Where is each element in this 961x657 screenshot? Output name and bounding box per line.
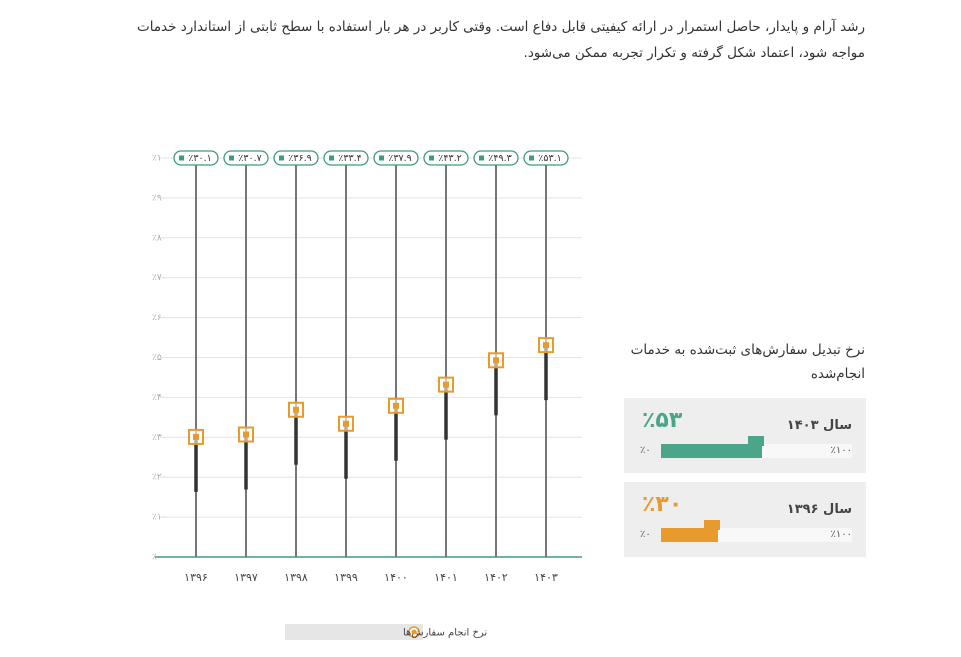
value-label-dot [379,155,384,161]
value-label: ٪۴۹.۳ [488,153,511,164]
legend-label: نرخ انجام سفارش‌ها [403,628,487,639]
card-bar [661,528,719,542]
value-label-dot [529,155,534,161]
value-label: ٪۵۳.۱ [538,153,561,164]
intro-text: رشد آرام و پایدار، حاصل استمرار در ارائه… [137,19,865,61]
value-label: ٪۳۳.۴ [338,153,361,164]
marker-dot [393,402,399,409]
y-tick-label: ٪۶۰ [152,313,167,323]
value-label-box [323,150,369,166]
card-scale-min: ٪۰ [640,445,651,456]
legend-box [285,624,423,640]
card-track [661,436,852,458]
value-label-box [423,150,469,166]
y-tick-label: ٪۷۰ [152,273,167,283]
value-label: ٪۴۳.۲ [438,153,461,164]
value-label-box [473,150,519,166]
marker-dot [543,342,549,349]
y-tick-label: ٪۸۰ [152,233,167,243]
value-label-box [273,150,319,166]
x-tick-label: ۱۳۹۷ [234,571,258,584]
card-track [661,520,852,542]
value-label-box [373,150,419,166]
marker-dot [293,406,299,413]
y-tick-label: ٪۱۰ [152,513,167,523]
card-scale-max: ٪۱۰۰ [830,445,852,456]
value-label-dot [229,155,234,161]
value-label-dot [479,155,484,161]
summary-card: سال ۱۴۰۳ ٪۵۳ ٪۰ ٪۱۰۰ [624,398,866,473]
y-tick-label: ٪۵۰ [152,353,167,363]
card-year: سال ۱۳۹۶ [786,502,852,517]
x-tick-label: ۱۳۹۶ [184,571,208,584]
marker-dot [443,381,449,388]
value-label: ٪۳۶.۹ [288,153,311,164]
marker-dot [243,431,249,438]
card-value: ٪۳۰ [642,492,683,517]
legend-marker-dot [411,629,417,635]
card-scale-max: ٪۱۰۰ [830,529,852,540]
x-tick-label: ۱۳۹۸ [284,571,308,584]
card-value: ٪۵۳ [642,408,683,433]
summary-card: سال ۱۳۹۶ ٪۳۰ ٪۰ ٪۱۰۰ [624,482,866,557]
chart: ٪۰٪۱۰٪۲۰٪۳۰٪۴۰٪۵۰٪۶۰٪۷۰٪۸۰٪۹۰٪۱۰۰۱۳۹۶۱۳۹… [152,150,582,640]
card-year: سال ۱۴۰۳ [786,418,852,433]
value-label-dot [329,155,334,161]
x-tick-label: ۱۳۹۹ [334,571,358,584]
value-label: ٪۳۰.۱ [188,153,211,164]
value-label: ٪۳۷.۹ [388,153,411,164]
y-tick-label: ٪۹۰ [152,193,167,203]
marker-dot [343,420,349,427]
card-bar-cap [704,520,721,530]
value-label: ٪۳۰.۷ [238,153,261,164]
x-tick-label: ۱۴۰۳ [534,571,558,584]
card-scale-min: ٪۰ [640,529,651,540]
summary-title: نرخ تبدیل سفارش‌های ثبت‌شده به خدمات انج… [630,342,865,382]
value-label-dot [429,155,434,161]
card-bar [661,444,763,458]
x-tick-label: ۱۴۰۲ [484,571,508,584]
marker-dot [193,433,199,440]
value-label-dot [279,155,284,161]
value-label-box [173,150,219,166]
value-label-box [223,150,269,166]
marker-dot [493,357,499,364]
y-tick-label: ٪۳۰ [152,433,167,443]
y-tick-label: ٪۲۰ [152,473,167,483]
value-label-dot [179,155,184,161]
x-tick-label: ۱۴۰۰ [384,571,408,584]
value-label-box [523,150,569,166]
card-bar-cap [748,436,765,446]
x-tick-label: ۱۴۰۱ [434,571,458,584]
y-tick-label: ٪۴۰ [152,393,167,403]
